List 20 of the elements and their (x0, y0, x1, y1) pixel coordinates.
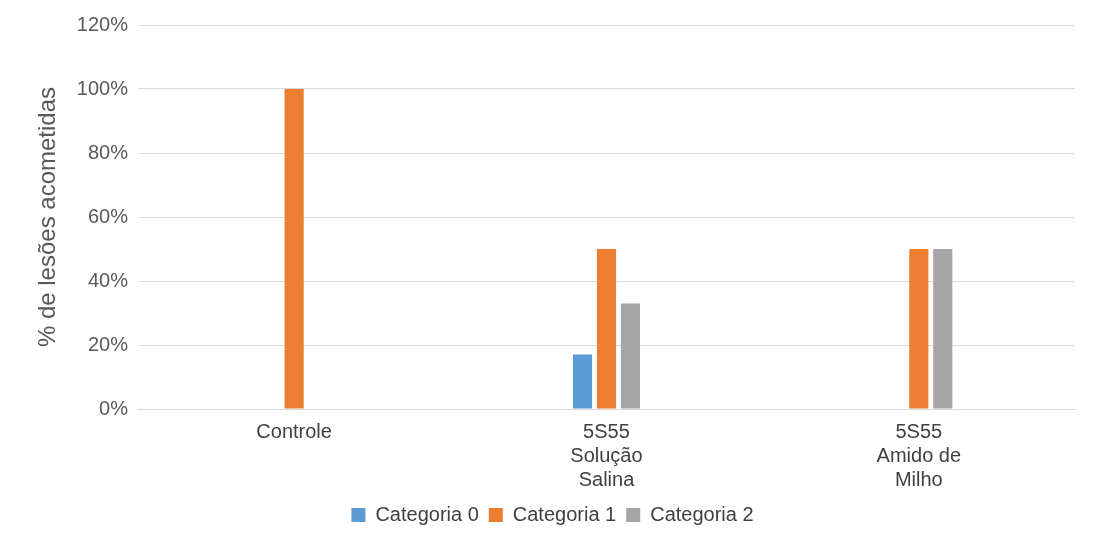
y-tick-label: 20% (87, 332, 129, 355)
legend-label: Categoria 2 (650, 502, 754, 525)
y-tick-label: 80% (87, 140, 129, 163)
y-tick-label: 120% (76, 12, 129, 35)
bar (572, 354, 593, 409)
bar (620, 303, 640, 409)
bar (284, 89, 304, 409)
legend-label: Categoria 1 (512, 502, 617, 525)
y-tick-label: 40% (87, 268, 129, 291)
x-tick-label: 5S55 Solução Salina (570, 419, 643, 490)
bar (596, 249, 617, 409)
x-tick-label: 5S55 Amido de Milho (876, 419, 962, 490)
y-tick-label: 60% (87, 204, 129, 227)
y-axis-title: % de lesões acometidas (33, 86, 61, 348)
bar (909, 249, 929, 409)
legend-label: Categoria 0 (375, 502, 479, 525)
bar (933, 249, 953, 409)
y-tick-label: 100% (76, 76, 129, 99)
x-tick-label: Controle (256, 419, 332, 442)
y-tick-label: 0% (99, 396, 129, 419)
